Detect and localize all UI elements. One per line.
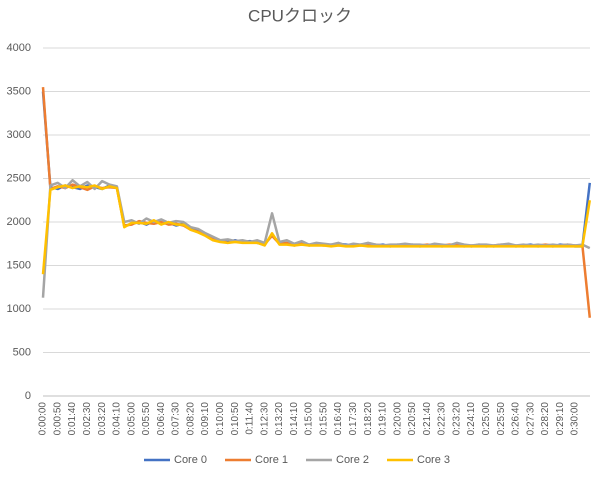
x-tick-label: 0:10:50 <box>230 402 241 436</box>
y-tick-label: 0 <box>25 390 31 402</box>
x-tick-label: 0:02:30 <box>82 402 93 436</box>
x-tick-label: 0:21:40 <box>422 402 433 436</box>
x-tick-label: 0:20:50 <box>407 402 418 436</box>
x-tick-label: 0:09:10 <box>200 402 211 436</box>
x-tick-label: 0:05:50 <box>141 402 152 436</box>
x-tick-label: 0:15:50 <box>318 402 329 436</box>
legend-label: Core 1 <box>255 454 288 466</box>
x-tick-label: 0:13:20 <box>274 402 285 436</box>
x-tick-label: 0:28:20 <box>540 402 551 436</box>
y-tick-label: 3000 <box>7 129 31 141</box>
y-tick-label: 1000 <box>7 303 31 315</box>
x-tick-label: 0:23:20 <box>451 402 462 436</box>
x-tick-label: 0:17:30 <box>348 402 359 436</box>
x-tick-label: 0:03:20 <box>97 402 108 436</box>
x-tick-label: 0:19:10 <box>378 402 389 436</box>
x-tick-label: 0:05:00 <box>126 402 137 436</box>
legend-label: Core 0 <box>174 454 207 466</box>
chart-title: CPUクロック <box>248 6 352 25</box>
x-tick-label: 0:29:10 <box>555 402 566 436</box>
x-tick-label: 0:26:40 <box>511 402 522 436</box>
x-tick-label: 0:25:00 <box>481 402 492 436</box>
x-tick-label: 0:00:00 <box>38 402 49 436</box>
x-tick-label: 0:15:00 <box>304 402 315 436</box>
series-line <box>41 178 591 298</box>
x-tick-label: 0:22:30 <box>437 402 448 436</box>
x-tick-label: 0:20:00 <box>392 402 403 436</box>
y-tick-label: 500 <box>13 346 31 358</box>
y-tick-label: 2000 <box>7 216 31 228</box>
x-tick-label: 0:00:50 <box>52 402 63 436</box>
x-tick-label: 0:25:50 <box>496 402 507 436</box>
x-tick-label: 0:07:30 <box>171 402 182 436</box>
x-tick-label: 0:12:30 <box>259 402 270 436</box>
x-tick-label: 0:10:00 <box>215 402 226 436</box>
x-tick-label: 0:27:30 <box>525 402 536 436</box>
y-tick-label: 4000 <box>7 42 31 54</box>
series-line <box>41 184 592 275</box>
x-tick-label: 0:18:20 <box>363 402 374 436</box>
x-tick-label: 0:24:10 <box>466 402 477 436</box>
x-tick-label: 0:30:00 <box>570 402 581 436</box>
y-tick-label: 2500 <box>7 172 31 184</box>
y-tick-label: 1500 <box>7 259 31 271</box>
legend-label: Core 3 <box>417 454 450 466</box>
x-tick-label: 0:11:40 <box>245 402 256 435</box>
x-tick-label: 0:04:10 <box>112 402 123 436</box>
legend-label: Core 2 <box>336 454 369 466</box>
x-tick-label: 0:01:40 <box>67 402 78 436</box>
x-tick-label: 0:06:40 <box>156 402 167 436</box>
y-tick-label: 3500 <box>7 85 31 97</box>
x-tick-label: 0:16:40 <box>333 402 344 436</box>
x-tick-label: 0:14:10 <box>289 402 300 436</box>
x-tick-label: 0:08:20 <box>185 402 196 436</box>
